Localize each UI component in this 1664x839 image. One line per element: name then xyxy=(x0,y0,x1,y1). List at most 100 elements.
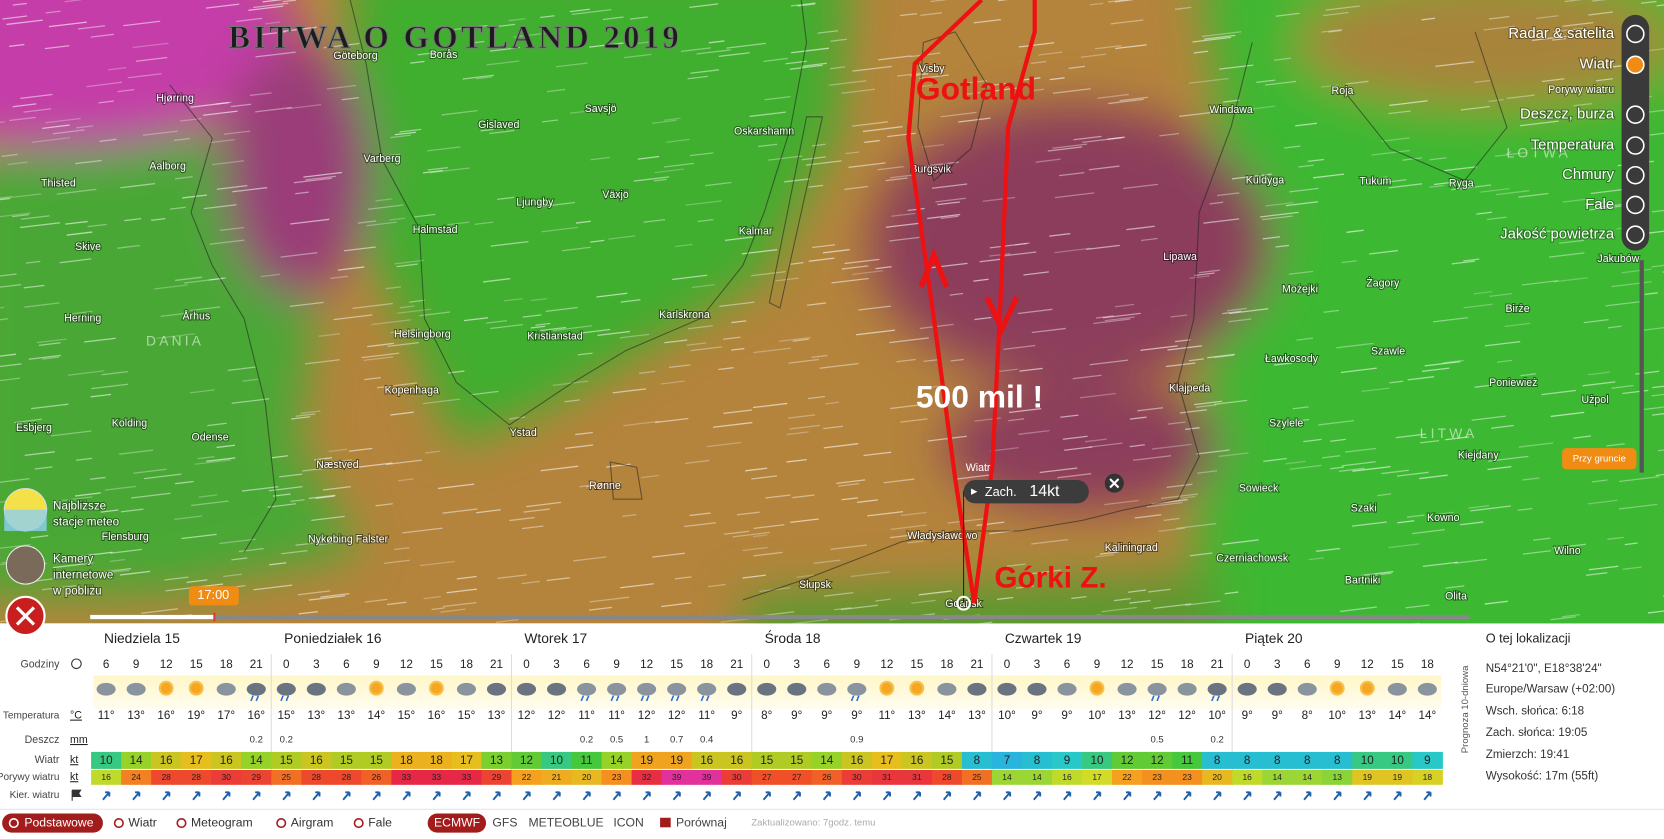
view-tab[interactable]: Wiatr xyxy=(128,815,156,829)
streak xyxy=(1468,505,1490,509)
streak xyxy=(844,185,869,191)
ground-button[interactable] xyxy=(1562,448,1637,470)
streak xyxy=(1049,77,1065,81)
webcam-icon[interactable] xyxy=(5,545,46,585)
streak xyxy=(891,212,916,217)
streak xyxy=(1607,325,1622,329)
view-tab[interactable]: Meteogram xyxy=(191,815,253,829)
view-tab[interactable]: Airgram xyxy=(291,815,334,829)
model-tab[interactable]: GFS xyxy=(492,815,517,829)
streak xyxy=(447,370,465,374)
streak xyxy=(322,486,351,491)
map[interactable]: Göteborg Borås Visby Hjørring Gislaved Savsjö… xyxy=(0,0,1664,680)
layer-item[interactable]: Deszcz, burza xyxy=(1519,106,1616,124)
gust-cell xyxy=(1292,769,1323,785)
wind-direction xyxy=(1273,791,1282,801)
streak xyxy=(812,143,826,147)
layer-item[interactable]: Fale xyxy=(1584,196,1615,214)
temperature: 9° xyxy=(1242,709,1253,722)
city-label: Kowno xyxy=(1427,512,1460,524)
wind-cell xyxy=(511,751,543,769)
model-tab[interactable]: ICON xyxy=(613,815,643,829)
sun-icon xyxy=(429,680,444,696)
view-tab[interactable]: Fale xyxy=(368,815,392,829)
layer-icon[interactable] xyxy=(1626,105,1645,124)
streak xyxy=(1518,442,1554,448)
rain-icon xyxy=(700,695,710,702)
row-unit: mm xyxy=(70,734,88,746)
streak xyxy=(641,474,659,479)
layer-icon[interactable] xyxy=(1626,24,1645,44)
streak xyxy=(856,329,896,336)
ground-button-label[interactable]: Przy gruncie xyxy=(1573,453,1626,464)
rain: 0.5 xyxy=(1150,735,1163,746)
streak xyxy=(1194,400,1223,406)
streak xyxy=(1151,443,1192,450)
streak xyxy=(348,447,373,452)
popup-box[interactable] xyxy=(963,480,1089,504)
wind-direction xyxy=(1093,791,1102,801)
layer-item[interactable]: Temperatura xyxy=(1530,136,1616,154)
model-tab[interactable]: ECMWF xyxy=(434,815,480,829)
cloud-icon xyxy=(577,682,597,696)
streak xyxy=(1188,358,1204,362)
gusts: 28 xyxy=(312,772,322,782)
streak xyxy=(922,161,959,168)
streak xyxy=(1146,501,1183,508)
streak xyxy=(841,497,858,501)
streak xyxy=(731,320,747,324)
wind-direction xyxy=(1003,791,1012,801)
layer-icon[interactable] xyxy=(1626,195,1645,215)
streak xyxy=(1015,585,1034,589)
coast-gotland xyxy=(917,31,988,182)
layer-item[interactable]: Jakość powietrza xyxy=(1499,226,1616,244)
streak xyxy=(1573,102,1592,107)
wind-direction xyxy=(102,791,111,801)
streak xyxy=(383,559,410,565)
wind-cell xyxy=(601,751,633,769)
wind-cell xyxy=(991,751,1023,769)
city-label: Windawa xyxy=(1209,104,1253,116)
streak xyxy=(633,176,670,182)
side-link[interactable]: Najbliższe stacje meteo xyxy=(52,499,120,530)
streak xyxy=(1389,100,1428,107)
side-tab[interactable]: Prognoza 10-dniowa xyxy=(1460,665,1471,753)
layer-item[interactable]: Chmury xyxy=(1561,166,1616,184)
streak xyxy=(652,119,677,124)
wind-direction xyxy=(1333,791,1342,801)
country-label: DANIA xyxy=(146,334,204,349)
layer-icon[interactable] xyxy=(1626,55,1645,75)
streak xyxy=(1655,473,1664,477)
model-tab[interactable]: METEOBLUE xyxy=(528,815,603,829)
compare[interactable]: Porównaj xyxy=(676,815,727,829)
layer-item[interactable]: Wiatr xyxy=(1578,56,1615,74)
gust-cell xyxy=(1202,769,1233,785)
gust-cell xyxy=(661,769,693,785)
streak xyxy=(42,124,70,129)
streak xyxy=(685,200,722,206)
info-heading: O tej lokalizacji xyxy=(1486,631,1571,646)
streak xyxy=(919,74,949,80)
view-tab[interactable]: Podstawowe xyxy=(24,815,93,829)
city-label: Kalmar xyxy=(739,225,773,237)
layer-icon[interactable] xyxy=(1626,225,1645,245)
streak xyxy=(789,424,820,430)
layer-item[interactable]: Radar & satelita xyxy=(1507,25,1616,43)
streak xyxy=(87,223,107,228)
side-link[interactable]: Kamery internetowe w pobliżu xyxy=(51,552,114,599)
streak xyxy=(422,398,461,405)
layer-icon[interactable] xyxy=(1626,165,1645,185)
streak xyxy=(402,527,443,534)
timeline[interactable] xyxy=(90,614,1470,620)
streak xyxy=(1419,474,1448,480)
streak xyxy=(290,218,330,225)
streak xyxy=(834,607,852,611)
layer-item[interactable]: Porywy wiatru xyxy=(1547,83,1615,97)
streak xyxy=(963,80,988,85)
streak xyxy=(697,218,714,223)
streak xyxy=(117,244,141,249)
streak xyxy=(1582,381,1616,387)
layer-icon[interactable] xyxy=(1626,136,1645,155)
gusts: 14 xyxy=(1002,772,1012,782)
